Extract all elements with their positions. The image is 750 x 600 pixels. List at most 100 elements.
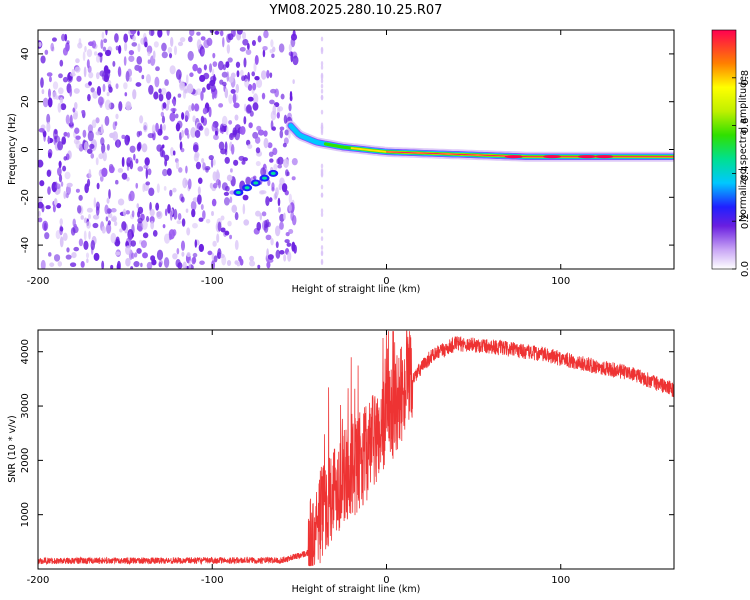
spectrogram-noise-scatter	[38, 30, 324, 269]
noise-blob	[123, 56, 127, 66]
noise-blob	[271, 182, 275, 190]
noise-blob	[106, 197, 110, 204]
spectrogram-y-label: Frequency (Hz)	[7, 113, 18, 185]
noise-blob	[180, 196, 185, 203]
noise-blob	[134, 252, 138, 258]
noise-blob	[88, 168, 92, 179]
noise-blob	[277, 164, 283, 169]
noise-blob	[157, 30, 163, 38]
noise-blob	[241, 160, 246, 165]
noise-blob	[239, 46, 246, 52]
noise-blob	[279, 126, 285, 131]
noise-blob	[223, 191, 230, 196]
noise-blob	[114, 121, 118, 127]
noise-blob	[285, 232, 290, 237]
noise-blob	[192, 256, 197, 264]
noise-blob	[156, 144, 163, 152]
noise-blob	[283, 254, 287, 262]
noise-blob	[265, 234, 272, 241]
noise-blob	[137, 30, 140, 36]
noise-blob	[149, 208, 155, 217]
noise-blob	[92, 91, 98, 99]
noise-blob	[221, 115, 228, 127]
noise-blob	[46, 121, 51, 133]
noise-blob	[262, 49, 266, 58]
noise-blob	[171, 98, 175, 105]
noise-blob	[47, 186, 51, 195]
noise-blob	[155, 66, 160, 72]
noise-blob	[268, 151, 274, 157]
noise-blob	[136, 203, 140, 209]
signal-fragment-core	[253, 181, 259, 185]
noise-blob	[236, 30, 243, 35]
noise-blob	[172, 229, 177, 236]
noise-blob	[257, 35, 262, 43]
noise-blob	[204, 127, 210, 137]
noise-blob	[155, 122, 159, 133]
noise-blob	[41, 203, 45, 213]
snr-x-ticks: -200 -100 0 100	[27, 330, 570, 586]
noise-blob	[163, 257, 170, 268]
noise-blob	[242, 38, 249, 46]
noise-blob	[132, 35, 136, 42]
noise-blob	[58, 73, 63, 79]
signal-peak	[543, 155, 562, 159]
noise-blob	[267, 179, 271, 187]
noise-blob	[200, 203, 204, 210]
x-tick-label: -200	[27, 575, 50, 586]
noise-blob	[263, 30, 269, 39]
noise-blob	[125, 210, 131, 215]
noise-blob	[81, 110, 85, 115]
noise-blob	[115, 83, 119, 89]
noise-blob	[226, 260, 232, 266]
noise-blob	[226, 44, 231, 54]
noise-blob	[47, 135, 50, 145]
noise-blob	[129, 190, 135, 202]
noise-blob	[261, 211, 267, 217]
noise-blob	[172, 253, 178, 260]
noise-blob	[255, 160, 261, 167]
noise-blob	[227, 220, 232, 227]
noise-blob	[164, 79, 169, 86]
noise-blob	[211, 123, 216, 132]
noise-blob	[169, 210, 173, 221]
noise-blob	[80, 261, 85, 268]
noise-blob	[182, 261, 187, 269]
signal-fragment-core	[262, 176, 268, 180]
noise-blob	[260, 190, 267, 195]
noise-blob	[95, 157, 99, 166]
noise-blob	[221, 71, 228, 78]
noise-blob	[186, 83, 194, 94]
noise-blob	[242, 157, 248, 162]
noise-blob	[239, 125, 246, 135]
noise-blob	[195, 88, 202, 96]
noise-blob	[119, 228, 123, 233]
noise-blob	[162, 102, 167, 109]
noise-blob	[105, 216, 109, 222]
noise-blob	[251, 71, 256, 77]
noise-blob	[75, 135, 81, 140]
noise-blob	[128, 231, 132, 243]
noise-blob	[59, 59, 64, 67]
noise-blob	[163, 233, 171, 244]
noise-blob	[160, 111, 165, 117]
noise-blob	[95, 117, 100, 124]
noise-blob	[232, 93, 237, 104]
noise-blob	[197, 194, 202, 205]
noise-blob	[112, 131, 119, 142]
noise-blob	[117, 66, 122, 77]
noise-blob	[78, 238, 84, 247]
noise-blob	[202, 210, 206, 220]
noise-blob	[45, 205, 51, 210]
noise-blob	[177, 212, 182, 221]
noise-blob	[130, 30, 137, 35]
noise-blob	[154, 76, 160, 88]
noise-blob	[181, 251, 185, 257]
noise-blob	[230, 89, 236, 94]
noise-blob	[267, 221, 271, 228]
noise-blob	[38, 127, 45, 133]
noise-blob	[130, 266, 134, 269]
noise-blob	[141, 74, 145, 80]
noise-blob	[56, 203, 62, 209]
noise-blob	[213, 134, 219, 141]
